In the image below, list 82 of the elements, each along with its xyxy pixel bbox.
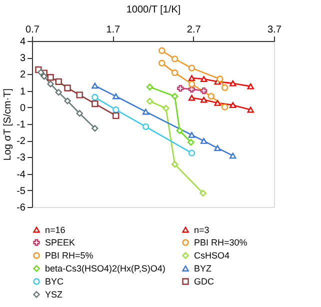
y-tick-label: -5 <box>16 186 26 197</box>
x-tick-label: 3.7 <box>268 24 282 36</box>
point <box>47 80 54 88</box>
point <box>158 47 166 54</box>
y-tick-label: -1 <box>16 120 26 130</box>
point <box>76 110 83 117</box>
legend-label: YSZ <box>45 290 64 300</box>
point <box>230 152 236 159</box>
legend-label: SPEEK <box>45 238 76 248</box>
point <box>177 84 184 92</box>
point <box>112 93 120 100</box>
point <box>200 138 208 144</box>
point <box>55 78 62 86</box>
y-tick-label: -3 <box>16 152 26 164</box>
point <box>247 83 254 90</box>
point <box>112 112 120 120</box>
legend-label: CsHSO4 <box>194 250 230 260</box>
y-tick-label: 2 <box>20 70 26 81</box>
point <box>188 94 196 101</box>
point <box>188 132 196 138</box>
point <box>55 88 62 96</box>
point <box>162 104 170 112</box>
y-tick-label: -4 <box>16 169 26 180</box>
y-tick-label: 3 <box>20 53 26 64</box>
point <box>188 64 196 72</box>
point <box>230 102 236 108</box>
legend-label: n=3 <box>194 224 210 235</box>
point <box>92 94 98 101</box>
point <box>247 106 254 113</box>
point <box>200 87 208 94</box>
point <box>200 190 206 197</box>
point <box>158 60 166 66</box>
point <box>214 145 221 152</box>
y-tick-label: 4 <box>20 36 26 48</box>
legend-label: PBI RH=30% <box>194 238 248 248</box>
point <box>188 75 196 81</box>
point <box>64 84 71 92</box>
point <box>188 86 196 92</box>
point <box>92 82 98 89</box>
legend-label: n=16 <box>45 224 66 235</box>
point <box>171 56 178 62</box>
point <box>38 69 44 76</box>
point <box>171 161 178 168</box>
point <box>47 74 54 81</box>
x-tick-label: 2.7 <box>186 24 202 36</box>
point <box>92 100 98 108</box>
point <box>214 100 221 106</box>
y-tick-label: -2 <box>16 136 26 148</box>
point <box>76 92 83 98</box>
legend-label: BYZ <box>194 264 212 274</box>
point <box>146 84 154 90</box>
point <box>142 108 150 115</box>
point <box>171 69 178 76</box>
legend-label: BYC <box>45 276 64 286</box>
point <box>64 98 71 104</box>
y-axis-title: Log σT [S/cm·T] <box>2 88 14 161</box>
legend-label: GDC <box>194 276 214 286</box>
x-tick-label: 0.7 <box>26 24 40 36</box>
point <box>142 123 150 130</box>
point <box>221 104 228 110</box>
y-tick-label: -6 <box>16 202 26 214</box>
point <box>176 127 183 134</box>
point <box>200 96 208 103</box>
point <box>112 106 120 114</box>
point <box>188 138 194 146</box>
legend-label: beta-Cs3(HSO4)2(Hx(P,S)O4) <box>45 264 166 274</box>
y-tick-label: 0 <box>20 102 26 114</box>
point <box>92 124 98 132</box>
point <box>216 76 224 82</box>
x-tick-label: 1.7 <box>106 24 121 36</box>
point <box>146 98 154 105</box>
point <box>188 80 196 88</box>
point <box>221 84 228 91</box>
point <box>188 150 196 156</box>
point <box>200 76 208 82</box>
y-tick-label: 1 <box>20 86 26 98</box>
legend-label: PBI RH=5% <box>45 250 94 260</box>
point <box>208 92 214 100</box>
point <box>230 80 236 86</box>
point <box>40 73 48 80</box>
x-axis-title: 1000/T [1/K] <box>126 4 181 16</box>
point <box>171 92 178 100</box>
